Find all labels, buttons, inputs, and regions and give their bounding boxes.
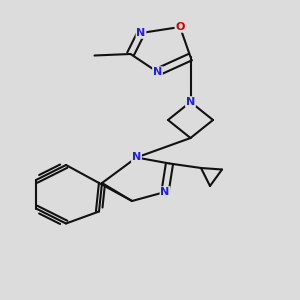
Text: N: N [186,97,195,107]
Text: N: N [132,152,141,163]
Text: O: O [175,22,185,32]
Text: N: N [136,28,146,38]
Text: N: N [153,67,162,77]
Text: N: N [160,187,169,197]
